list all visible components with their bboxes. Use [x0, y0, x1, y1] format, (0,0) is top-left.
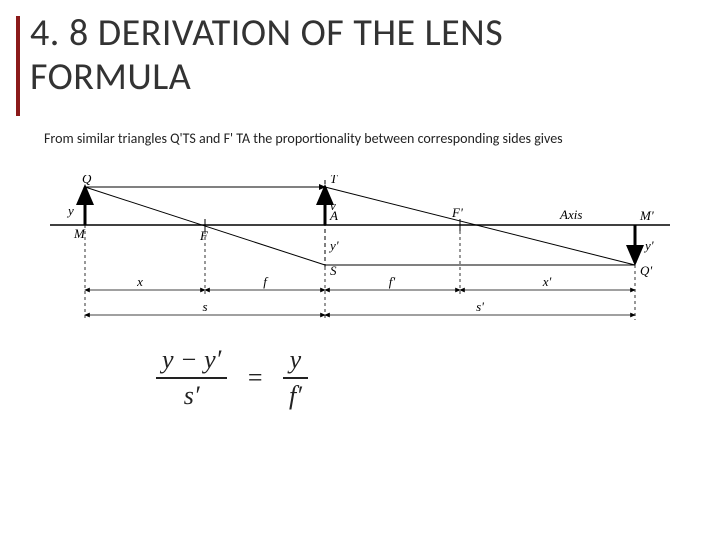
title-line-1: 4. 8 DERIVATION OF THE LENS	[30, 10, 503, 56]
label-Fp: F'	[451, 205, 463, 220]
accent-bar	[16, 16, 20, 116]
title-line-2: FORMULA	[30, 54, 191, 100]
lhs-denominator: s′	[156, 377, 227, 411]
dim-row-1: x f f' x'	[85, 274, 635, 290]
lens-ray-diagram: Axis Q y M T v A y' S M' y' Q' F F'	[30, 175, 690, 335]
label-y: y	[66, 203, 74, 218]
axis-label: Axis	[559, 207, 582, 222]
lhs-numerator: y − y′	[156, 345, 227, 377]
lhs-fraction: y − y′ s′	[156, 345, 227, 411]
label-yp-img: y'	[643, 238, 654, 253]
label-Mp: M'	[639, 208, 654, 223]
page-title: 4. 8 DERIVATION OF THE LENS FORMULA	[30, 12, 503, 99]
label-Q: Q	[82, 175, 92, 186]
label-A: A	[329, 208, 338, 223]
ray-through-F	[85, 187, 325, 265]
lens-equation: y − y′ s′ = y f′	[150, 345, 314, 411]
dim-fp: f'	[389, 274, 396, 289]
intro-text: From similar triangles Q'TS and F' TA th…	[44, 130, 563, 148]
dim-sp: s'	[476, 299, 484, 314]
equals-sign: =	[240, 363, 271, 392]
label-F: F	[199, 228, 209, 243]
dim-s: s	[202, 299, 207, 314]
dim-f: f	[263, 274, 269, 289]
dim-xp: x'	[542, 274, 552, 289]
label-Qp: Q'	[640, 263, 652, 278]
label-yp-lens: y'	[328, 238, 339, 253]
rhs-denominator: f′	[283, 377, 308, 411]
diagram-svg: Axis Q y M T v A y' S M' y' Q' F F'	[30, 175, 690, 335]
rhs-numerator: y	[283, 345, 308, 377]
ray-through-Fp	[325, 187, 635, 265]
label-T: T	[330, 175, 338, 186]
pad	[85, 187, 635, 225]
dim-row-2: s s'	[85, 299, 635, 315]
label-M: M	[73, 226, 86, 241]
rhs-fraction: y f′	[283, 345, 308, 411]
dim-x: x	[136, 274, 143, 289]
